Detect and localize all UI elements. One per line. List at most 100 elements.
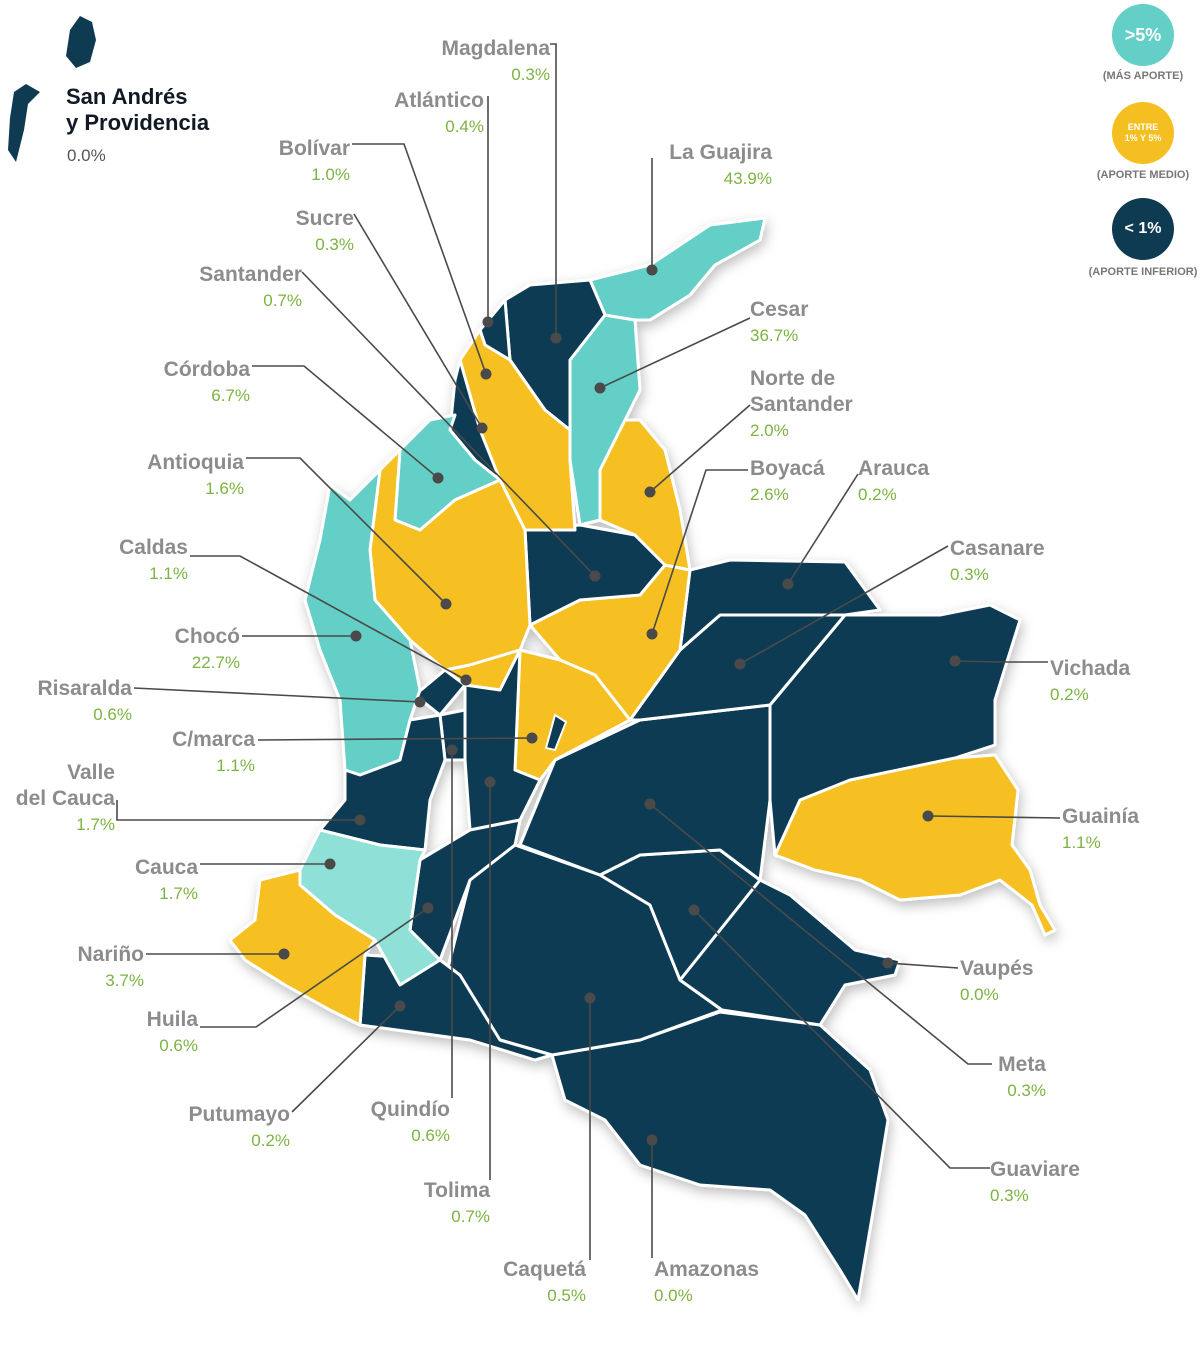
leader-line-norte-santander [649,404,751,493]
label-atlantico: Atlántico 0.4% [394,89,484,136]
label-choco: Chocó 22.7% [174,625,240,672]
dept-vichada [768,603,1022,857]
leader-line-magdalena [550,43,557,338]
dept-arauca [678,558,882,652]
label-santander: Santander 0.7% [199,263,302,310]
marker-dot-bolivar [480,368,492,380]
providencia-island [66,16,96,68]
marker-dot-sucre [476,422,488,434]
label-bolivar: Bolívar 1.0% [278,137,350,184]
marker-dot-la-guajira [646,264,658,276]
leader-line-guaviare [693,909,990,1169]
leader-line-cesar [599,317,751,389]
leader-line-cmarca [257,737,533,741]
marker-dot-tolima [484,776,496,788]
marker-dot-santander [589,570,601,582]
label-sucre: Sucre 0.3% [295,207,354,254]
leader-line-casanare [739,545,949,665]
leader-line-putumayo [291,1005,401,1113]
marker-dot-magdalena [550,332,562,344]
marker-dot-antioquia [440,598,452,610]
label-guaviare: Guaviare 0.3% [990,1158,1080,1205]
dept-narino [228,868,377,1027]
san-andres-island [8,84,40,162]
marker-dot-valle [354,814,366,826]
label-cauca: Cauca 1.7% [134,856,198,903]
legend-high-caption: (MÁS APORTE) [1102,70,1184,82]
marker-dot-vaupes [882,957,894,969]
label-boyaca: Boyacá 2.6% [750,457,825,504]
leader-line-boyaca [651,469,748,635]
label-norte-santander: Norte de Santander 2.0% [750,367,853,440]
marker-dot-casanare [734,658,746,670]
label-quindio: Quindío 0.6% [370,1098,450,1145]
label-casanare: Casanare 0.3% [950,537,1045,584]
leader-line-meta [649,803,992,1065]
marker-dot-guainia [922,810,934,822]
label-risaralda: Risaralda 0.6% [37,677,132,724]
marker-dot-norte-santander [644,486,656,498]
legend-medium-circle: ENTRE 1% Y 5% [1112,102,1174,164]
leader-line-antioquia [246,457,447,605]
label-magdalena: Magdalena 0.3% [441,37,550,84]
marker-dot-narino [278,948,290,960]
leader-line-arauca [787,473,859,585]
dept-meta [518,703,772,882]
bogota-enclave [544,713,568,752]
marker-dot-choco [350,630,362,642]
marker-dot-arauca [782,578,794,590]
leader-line-vichada [954,660,1048,663]
marker-dot-amazonas [646,1134,658,1146]
islands-name: San Andrés y Providencia [66,84,210,135]
label-guainia: Guainía 1.1% [1062,805,1140,852]
leader-line-huila [200,907,429,1028]
marker-dot-cmarca [526,732,538,744]
label-caqueta: Caquetá 0.5% [503,1258,586,1305]
leader-line-vaupes [887,962,959,969]
legend-medium-caption: (APORTE MEDIO) [1096,169,1190,181]
legend-low-caption: (APORTE INFERIOR) [1088,266,1198,278]
legend-low-circle: < 1% [1112,198,1174,260]
leader-line-sucre [353,213,483,429]
marker-dot-cesar [594,382,606,394]
islands-percentage: 0.0% [67,146,106,165]
marker-dot-cordoba [432,472,444,484]
leader-line-santander [301,271,596,577]
label-amazonas: Amazonas 0.0% [654,1258,760,1305]
leader-line-valle [116,800,360,821]
leader-line-risaralda [133,687,421,703]
label-caldas: Caldas 1.1% [119,536,188,583]
label-valle: Valle del Cauca 1.7% [15,761,115,834]
label-la-guajira: La Guajira 43.9% [669,141,772,188]
leader-line-bolivar [352,143,487,375]
label-meta: Meta 0.3% [998,1053,1046,1100]
dept-norte-santander [598,418,692,572]
marker-dot-caldas [460,674,472,686]
leader-line-guainia [927,815,1061,819]
marker-dot-risaralda [414,696,426,708]
marker-dot-cauca [324,858,336,870]
label-huila: Huila 0.6% [146,1008,198,1055]
dept-tolima [463,648,542,832]
legend-high-circle: >5% [1112,4,1174,66]
dept-la-guajira [588,216,767,322]
leader-line-cordoba [252,365,439,479]
label-cesar: Cesar 36.7% [750,298,809,345]
label-tolima: Tolima 0.7% [423,1179,490,1226]
marker-dot-guaviare [688,904,700,916]
marker-dot-atlantico [482,316,494,328]
marker-dot-meta [644,798,656,810]
label-putumayo: Putumayo 0.2% [188,1103,290,1150]
label-antioquia: Antioquia 1.6% [147,451,244,498]
label-narino: Nariño 3.7% [77,943,144,990]
marker-dot-caqueta [584,992,596,1004]
leader-line-caldas [190,555,467,681]
label-vaupes: Vaupés 0.0% [960,957,1034,1004]
dept-valle [318,713,447,852]
label-arauca: Arauca 0.2% [858,457,930,504]
marker-dot-quindio [446,744,458,756]
label-cmarca: C/marca 1.1% [172,728,255,775]
marker-dot-putumayo [394,1000,406,1012]
label-cordoba: Córdoba 6.7% [163,358,250,405]
